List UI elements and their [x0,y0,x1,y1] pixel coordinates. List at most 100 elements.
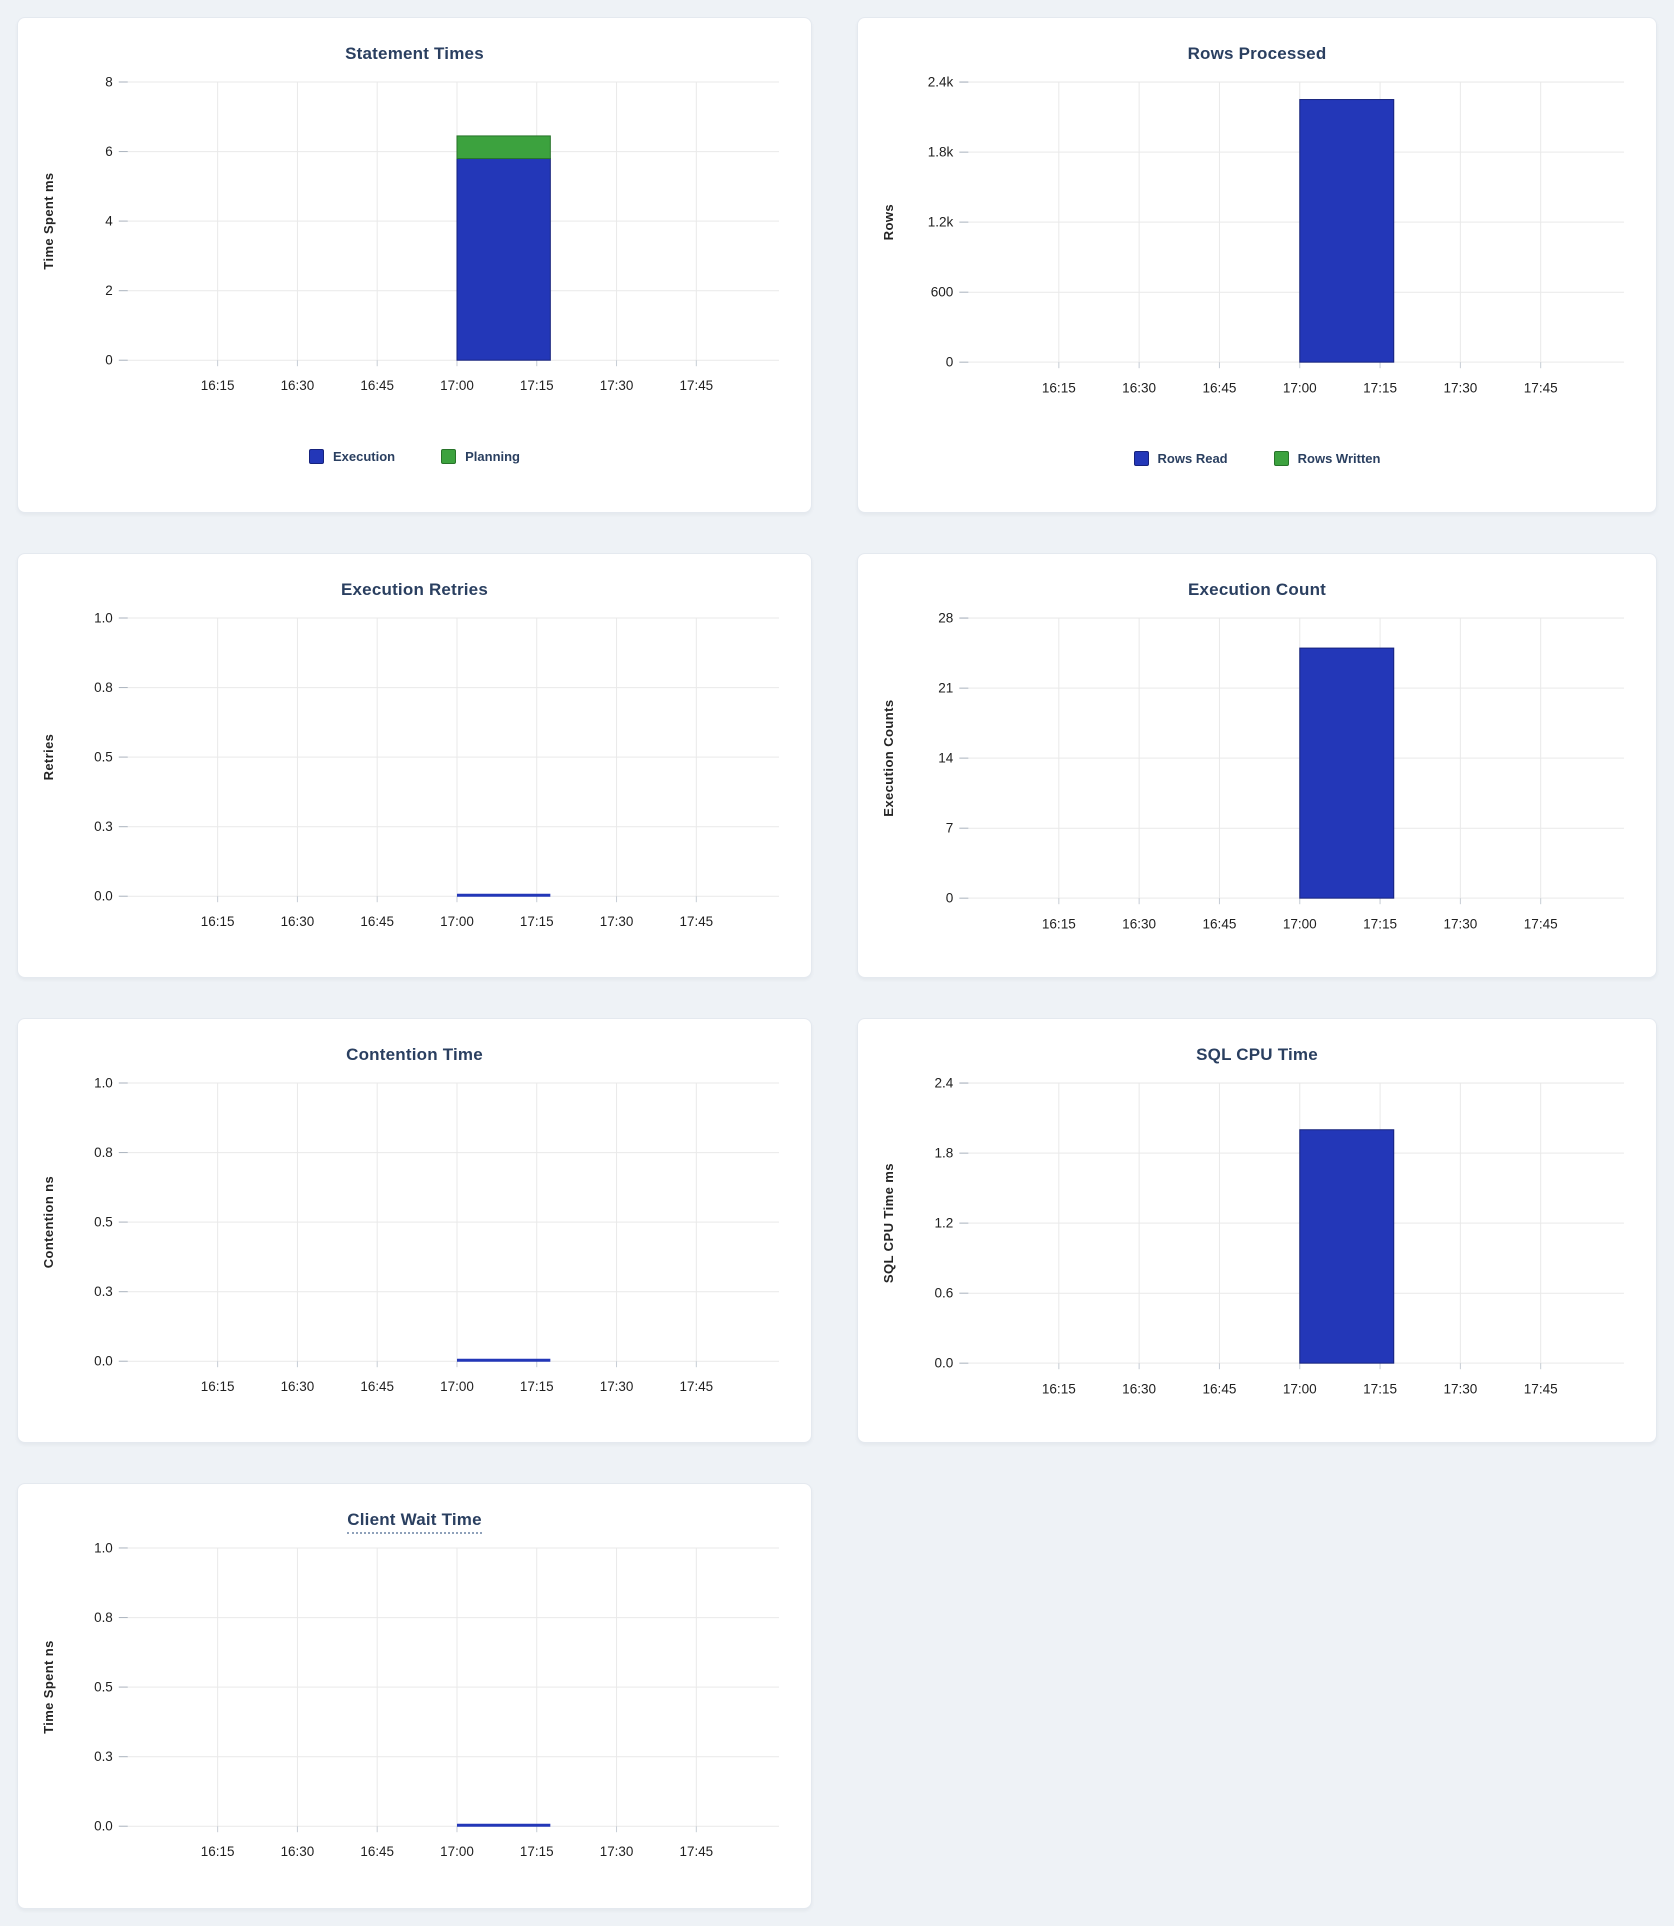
bar-sql-cpu-time[interactable] [1299,1129,1395,1364]
svg-text:17:00: 17:00 [1283,1381,1317,1396]
rows-processed-plot[interactable]: 0 600 1.2k 1.8k 2.4k 16:15 16:30 16:45 17:00 17:1… [876,66,1638,407]
series-marks[interactable] [456,135,551,361]
svg-text:17:15: 17:15 [520,378,554,393]
svg-text:0.5: 0.5 [94,750,113,765]
svg-text:0: 0 [946,891,954,906]
gridlines [959,81,1624,369]
legend-item-rows-read[interactable]: Rows Read [1133,451,1228,467]
gridlines [118,1547,780,1833]
svg-text:2: 2 [105,283,112,298]
legend-swatch-rows-read [1133,451,1149,467]
svg-text:17:30: 17:30 [600,1379,634,1394]
svg-text:16:30: 16:30 [281,914,315,929]
legend-swatch-rows-written [1273,451,1289,467]
chart-card-execution-retries: Execution Retries 0.0 0.3 0.5 0.8 1.0 16:15 16… [17,553,812,978]
svg-text:17:45: 17:45 [680,1844,714,1859]
svg-text:17:00: 17:00 [440,914,474,929]
y-axis-label: Time Spent ms [41,173,56,270]
legend-item-planning[interactable]: Planning [441,449,520,465]
statement-times-legend: Execution Planning [36,449,793,465]
chart-title-client-wait-time[interactable]: Client Wait Time [36,1510,793,1534]
contention-time-svg[interactable]: 0.0 0.3 0.5 0.8 1.0 16:15 16:30 16:45 17:00 17:15… [36,1067,793,1406]
svg-text:17:30: 17:30 [600,378,634,393]
y-axis-label: Rows [881,204,896,240]
execution-count-plot[interactable]: 0 7 14 21 28 16:15 16:30 16:45 17:00 17:15 17:30 17… [876,602,1638,943]
svg-text:17:45: 17:45 [1524,916,1558,931]
svg-text:1.0: 1.0 [94,1540,113,1555]
svg-text:16:15: 16:15 [201,1379,235,1394]
svg-text:600: 600 [931,285,954,300]
legend-swatch-planning [441,449,457,465]
bar-rows-read[interactable] [1299,99,1395,363]
execution-count-svg[interactable]: 0 7 14 21 28 16:15 16:30 16:45 17:00 17:15 17:30 17… [876,602,1638,943]
contention-time-plot[interactable]: 0.0 0.3 0.5 0.8 1.0 16:15 16:30 16:45 17:00 17:15… [36,1067,793,1406]
svg-text:1.8: 1.8 [934,1146,953,1161]
svg-text:0.0: 0.0 [94,1354,113,1369]
svg-text:16:30: 16:30 [1122,916,1156,931]
svg-text:0.3: 0.3 [94,1749,113,1764]
chart-title-execution-retries: Execution Retries [340,580,488,599]
svg-text:16:45: 16:45 [1202,916,1236,931]
chart-title-execution-count: Execution Count [1187,580,1327,599]
statement-times-svg[interactable]: 0 2 4 6 8 16:15 16:30 16:45 17:00 17:15 17:30 17:45… [36,66,793,405]
svg-text:0.5: 0.5 [94,1680,113,1695]
series-marks[interactable] [1299,1129,1395,1364]
svg-text:1.8k: 1.8k [928,145,954,160]
svg-text:17:00: 17:00 [440,1379,474,1394]
bar-execution[interactable] [456,157,551,361]
gridlines [959,1082,1624,1370]
chart-title-contention-time: Contention Time [346,1045,483,1064]
execution-retries-plot[interactable]: 0.0 0.3 0.5 0.8 1.0 16:15 16:30 16:45 17:00 17:15… [36,602,793,941]
statement-times-plot[interactable]: 0 2 4 6 8 16:15 16:30 16:45 17:00 17:15 17:30 17:45… [36,66,793,405]
legend-item-execution[interactable]: Execution [308,449,395,465]
svg-text:17:30: 17:30 [1443,1381,1477,1396]
gridlines [118,81,780,367]
sql-cpu-time-plot[interactable]: 0.0 0.6 1.2 1.8 2.4 16:15 16:30 16:45 17:00 17:15… [876,1067,1638,1408]
svg-text:1.2k: 1.2k [928,215,954,230]
svg-text:0.8: 0.8 [94,680,113,695]
svg-text:8: 8 [105,74,112,89]
svg-text:2.4: 2.4 [934,1076,953,1091]
svg-text:0.6: 0.6 [934,1286,953,1301]
series-marks[interactable] [1299,99,1395,363]
svg-text:16:15: 16:15 [201,914,235,929]
legend-label: Rows Written [1297,451,1381,467]
svg-text:17:30: 17:30 [1443,380,1477,395]
axis-tick-labels: 0 7 14 21 28 16:15 16:30 16:45 17:00 17:15 17:30 17… [938,611,1557,932]
svg-text:17:00: 17:00 [1283,380,1317,395]
svg-text:17:45: 17:45 [680,378,714,393]
svg-text:0.0: 0.0 [94,889,113,904]
svg-text:17:45: 17:45 [680,1379,714,1394]
legend-item-rows-written[interactable]: Rows Written [1273,451,1381,467]
svg-text:14: 14 [938,751,954,766]
svg-text:0.5: 0.5 [94,1215,113,1230]
client-wait-time-svg[interactable]: 0.0 0.3 0.5 0.8 1.0 16:15 16:30 16:45 17:00 17:15… [36,1532,793,1871]
svg-text:16:30: 16:30 [1122,1381,1156,1396]
client-wait-time-plot[interactable]: 0.0 0.3 0.5 0.8 1.0 16:15 16:30 16:45 17:00 17:15… [36,1532,793,1871]
rows-processed-svg[interactable]: 0 600 1.2k 1.8k 2.4k 16:15 16:30 16:45 17:00 17:1… [876,66,1638,407]
svg-text:0.3: 0.3 [94,819,113,834]
svg-text:17:15: 17:15 [520,1844,554,1859]
svg-text:16:30: 16:30 [281,378,315,393]
bar-planning[interactable] [456,135,551,160]
chart-title-statement-times: Statement Times [345,44,484,63]
series-marks[interactable] [1299,647,1395,899]
svg-text:0.8: 0.8 [94,1145,113,1160]
svg-text:17:45: 17:45 [1524,1381,1558,1396]
axis-tick-labels: 0.0 0.3 0.5 0.8 1.0 16:15 16:30 16:45 17:00 17:15… [94,1075,713,1394]
svg-text:0.0: 0.0 [934,1356,953,1371]
svg-text:28: 28 [938,611,953,626]
bar-execution-count[interactable] [1299,647,1395,899]
rows-processed-legend: Rows Read Rows Written [876,451,1638,467]
svg-text:17:30: 17:30 [600,914,634,929]
svg-text:1.0: 1.0 [94,610,113,625]
execution-retries-svg[interactable]: 0.0 0.3 0.5 0.8 1.0 16:15 16:30 16:45 17:00 17:15… [36,602,793,941]
y-axis-label: Time Spent ns [41,1640,56,1733]
legend-label: Planning [465,449,520,465]
svg-text:6: 6 [105,144,112,159]
sql-cpu-time-svg[interactable]: 0.0 0.6 1.2 1.8 2.4 16:15 16:30 16:45 17:00 17:15… [876,1067,1638,1408]
svg-text:17:15: 17:15 [1363,916,1397,931]
svg-text:16:45: 16:45 [360,378,394,393]
svg-text:0: 0 [946,355,954,370]
axis-tick-labels: 0.0 0.3 0.5 0.8 1.0 16:15 16:30 16:45 17:00 17:15… [94,610,713,929]
